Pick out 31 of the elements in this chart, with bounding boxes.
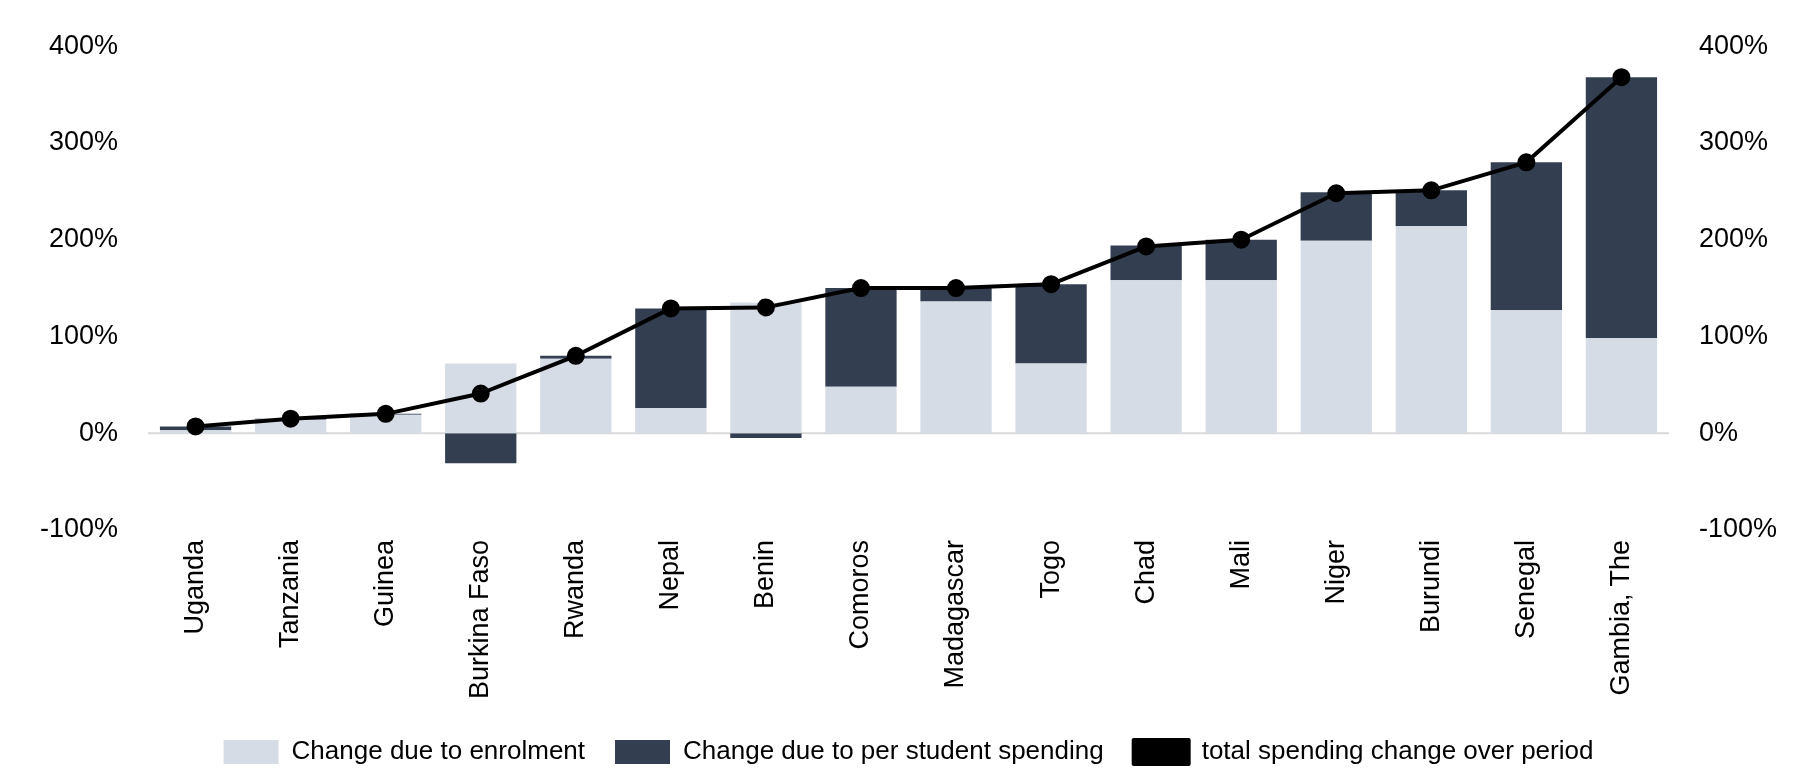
x-tick-label: Madagascar [939,539,970,689]
x-tick-label: Benin [749,539,780,609]
y-tick-label: 400% [48,29,119,60]
x-tick-label: Burundi [1414,539,1445,633]
legend-label: Change due to enrolment [291,735,586,766]
x-tick-label: Chad [1129,539,1160,605]
x-tick-label: Nepal [654,539,685,611]
x-tick-label: Uganda [179,538,210,635]
y2-tick-label: 200% [1698,223,1769,254]
x-tick-label: Niger [1319,539,1350,605]
x-tick-label: Burkina Faso [464,539,495,699]
y2-tick-label: 0% [1698,416,1738,447]
legend-label: Change due to per student spending [683,735,1104,766]
y2-tick-label: -100% [1698,513,1777,544]
y-tick-label: 300% [48,126,119,157]
y-tick-label: 100% [48,319,119,350]
y-tick-label: 0% [79,416,119,447]
x-tick-label: Guinea [369,538,400,627]
y2-tick-label: 300% [1698,126,1769,157]
y-tick-label: 200% [48,223,119,254]
y-tick-label: -100% [40,513,119,544]
x-tick-label: Mali [1224,539,1255,590]
x-tick-label: Rwanda [559,538,590,639]
x-tick-label: Tanzania [274,538,305,649]
y2-tick-label: 100% [1698,319,1769,350]
x-tick-label: Senegal [1509,539,1540,640]
x-tick-label: Togo [1034,539,1065,599]
y2-tick-label: 400% [1698,29,1769,60]
x-tick-label: Comoros [844,539,875,650]
x-tick-label: Gambia, The [1604,539,1635,696]
legend-label: total spending change over period [1201,735,1594,766]
